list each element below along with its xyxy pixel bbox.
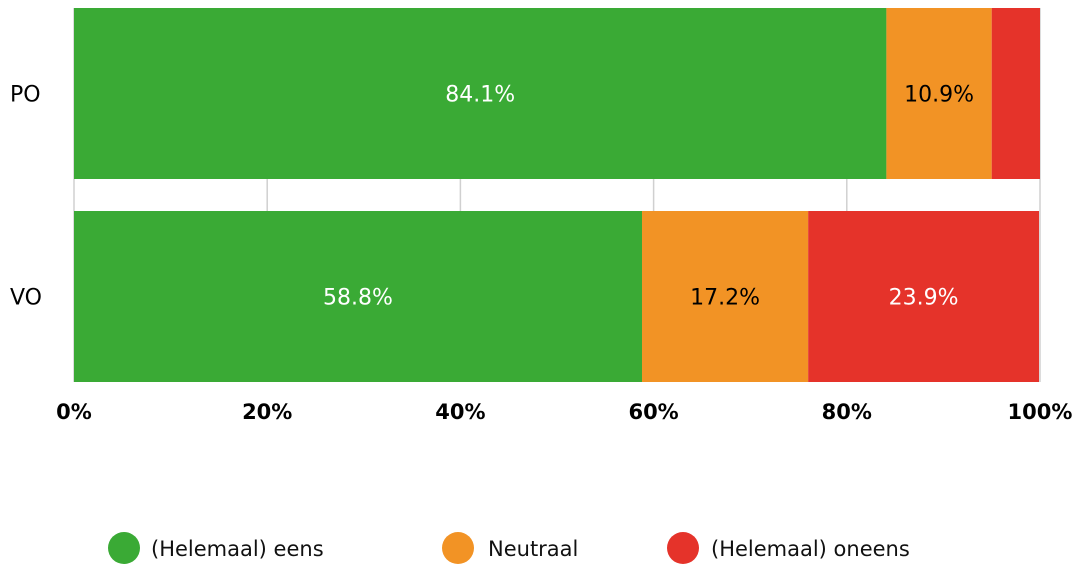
axis-layer: PO VO 0% 20% 40% 60% 80% 100% [10,83,1072,425]
legend-swatch [667,532,699,564]
data-label: 23.9% [889,286,959,311]
category-label: PO [10,83,41,108]
data-label: 10.9% [904,83,974,108]
bar-segment [808,211,1040,382]
label-layer: 84.1% 10.9% 58.8% 17.2% 23.9% [323,83,974,311]
x-tick-label: 40% [435,400,485,424]
legend-swatch [108,532,140,564]
x-tick-label: 60% [628,400,678,424]
legend-label: (Helemaal) eens [151,537,324,561]
legend: (Helemaal) eens Neutraal (Helemaal) oneens [108,532,910,564]
bar-segment [991,8,1040,179]
bar-segment [74,8,887,179]
bar-segment [642,211,809,382]
bar-segment [74,211,643,382]
legend-label: Neutraal [488,537,578,561]
bar-segment [886,8,992,179]
data-label: 17.2% [690,286,760,311]
x-tick-label: 80% [822,400,872,424]
x-tick-label: 0% [56,400,92,424]
legend-swatch [442,532,474,564]
data-label: 58.8% [323,286,393,311]
legend-label: (Helemaal) oneens [711,537,910,561]
x-tick-label: 20% [242,400,292,424]
x-tick-label: 100% [1008,400,1073,424]
data-label: 84.1% [445,83,515,108]
category-label: VO [10,286,42,311]
bar-layer [74,8,1040,382]
